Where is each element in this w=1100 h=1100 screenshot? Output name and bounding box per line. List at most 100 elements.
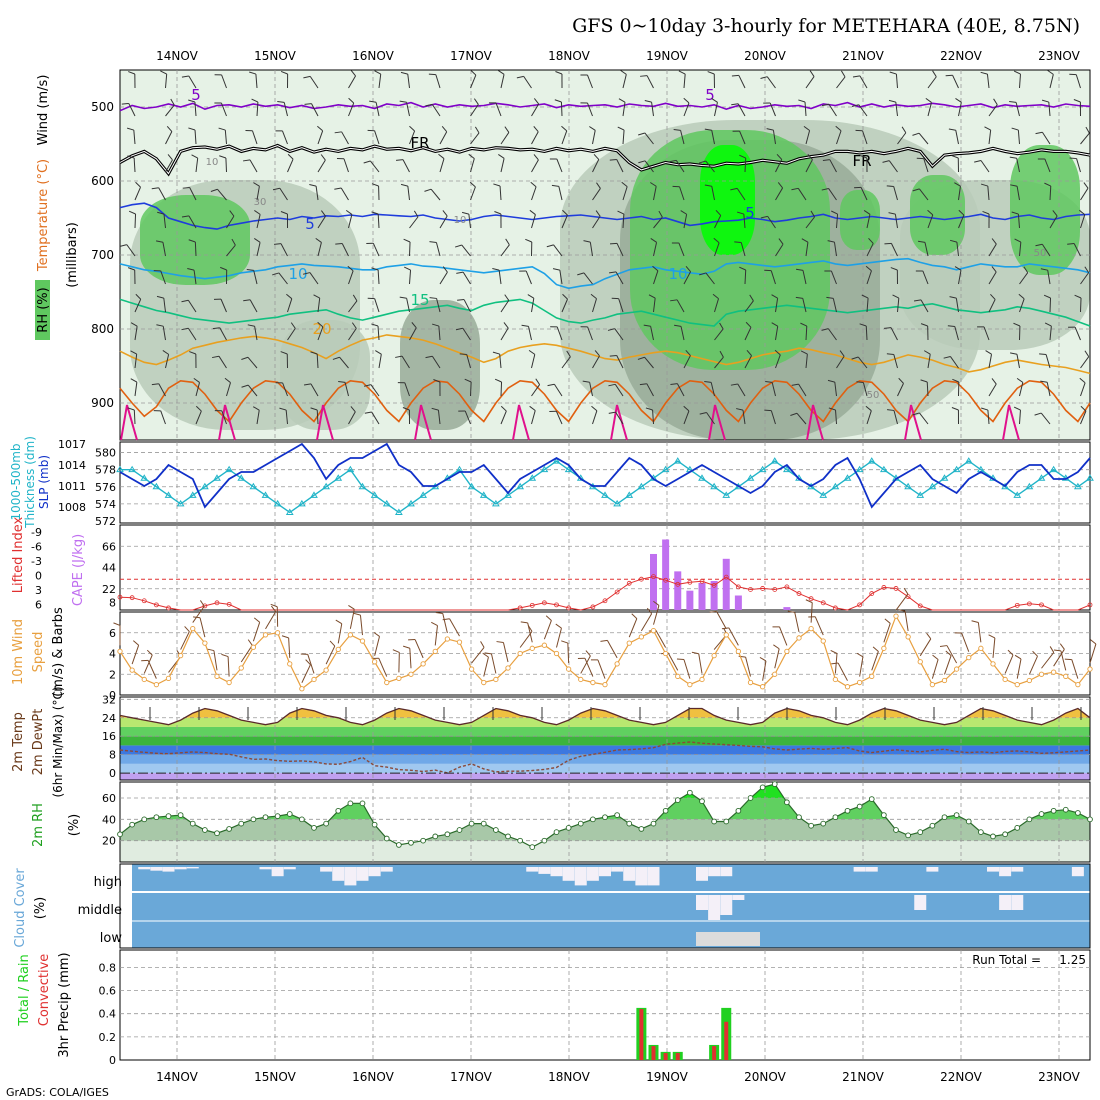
wind-speed-point (881, 645, 887, 651)
wind-barb (278, 272, 288, 285)
wind-barb-flag (438, 153, 445, 159)
wind-barb (409, 216, 419, 229)
wind-barb (225, 157, 227, 173)
rh-legend-swatch (35, 280, 50, 340)
wind-barb-flag (596, 182, 601, 189)
wind-barb-flag (210, 188, 218, 192)
wind-barb (1060, 650, 1067, 671)
precip-convective-bar (724, 1021, 729, 1060)
wind-barb-flag (917, 240, 926, 243)
wind-barb-flag (270, 603, 278, 608)
wind-barb (857, 356, 868, 369)
wind-barb (770, 270, 776, 285)
wind-speed-point (844, 684, 851, 690)
wind-barb (1015, 102, 1020, 117)
wind-barb (567, 643, 570, 664)
wind-barb-flag (884, 242, 892, 245)
wind-barb (344, 382, 349, 397)
wind-barb-flag (583, 240, 591, 243)
wind-barb (987, 186, 990, 201)
wind-speed-point (323, 667, 329, 673)
wind-barb-flag (982, 210, 990, 215)
wind-barb (1044, 158, 1051, 173)
wind-barb (134, 213, 137, 229)
wind-barb-flag (607, 328, 615, 331)
wind-barb (431, 355, 441, 369)
wind-barb-flag (856, 652, 864, 658)
wind-barb-flag (480, 641, 485, 648)
wind-barb (775, 243, 784, 257)
y-tick-label: 60 (102, 792, 116, 805)
wind-barb (584, 657, 594, 677)
wind-speed-point (505, 665, 511, 671)
wind-barb (893, 354, 898, 369)
thickness-point (661, 465, 670, 473)
wind-barb-flag (119, 244, 127, 247)
wind-barb-flag (865, 265, 872, 272)
wind-barb-flag (520, 621, 528, 624)
thickness-point (273, 499, 282, 507)
y-tick-left: 576 (95, 481, 116, 494)
li-tick: 6 (35, 599, 42, 612)
wind-barb-flag (828, 407, 836, 411)
wind-barb-flag (1039, 353, 1047, 356)
wind-barb-flag (254, 210, 261, 215)
wind-barb-flag (707, 71, 715, 75)
rh-point (953, 812, 960, 818)
wind-barb (744, 355, 752, 369)
wind-barb-flag (1010, 352, 1018, 355)
wind-barb (309, 76, 319, 89)
date-label-top: 17NOV (450, 49, 492, 63)
wind-barb (561, 356, 571, 369)
thickness-point (928, 482, 937, 490)
wind-speed-point (687, 681, 693, 688)
wind-barb (1004, 654, 1014, 674)
wind-barb (1045, 354, 1051, 369)
wind-barb (193, 270, 197, 285)
wind-barb-flag (591, 405, 598, 412)
wind-barb-flag (831, 662, 839, 665)
wind-barb (468, 214, 471, 229)
wind-barb-flag (892, 294, 900, 299)
wind-barb-flag (156, 324, 164, 327)
panel-wind-10m: 0 2 4 6 10m Wind Speed (m/s) & Barbs (11, 587, 1097, 702)
wind-barb (770, 410, 776, 425)
li-point (541, 600, 547, 606)
wind-barb-flag (369, 100, 377, 103)
rh-point (990, 833, 996, 840)
wind-barb-flag (882, 160, 890, 163)
wind-barb (1048, 102, 1051, 117)
cape-bar (722, 558, 730, 610)
wind-speed-point (893, 613, 899, 619)
wind-barb (253, 270, 258, 285)
rh-point (335, 807, 342, 814)
wind-barb (370, 384, 380, 397)
wind-barb (348, 75, 356, 89)
cloud-middle-clear (720, 895, 733, 915)
wind-barb (779, 626, 788, 646)
wind-barb-flag (130, 350, 137, 355)
wind-barb-flag (247, 639, 253, 646)
wind-barb-flag (773, 644, 780, 650)
li-tick: -9 (31, 526, 42, 539)
wind-barb (772, 130, 776, 145)
panel-rh-2m: 20 40 60 2m RH (%) (31, 781, 1093, 863)
wind-barb (618, 298, 624, 313)
wind-barb (1016, 658, 1022, 679)
panel-temp-2m: 0 8 16 24 32 2m Temp 2m DewPt (6hr Min/Max) (°C… (11, 686, 1091, 798)
wind-speed-point (371, 659, 378, 665)
wind-barb (805, 76, 815, 89)
wind-barb (162, 326, 166, 341)
wind-barb-flag (851, 356, 859, 360)
thickness-point (770, 457, 779, 464)
thickness-point (128, 465, 137, 473)
wind-barb (653, 605, 660, 625)
wind-barb (651, 102, 654, 117)
wind-barb-flag (798, 99, 806, 103)
wind-barb-flag (721, 627, 729, 630)
date-label-top: 16NOV (352, 49, 394, 63)
wind-barb-flag (698, 160, 706, 164)
wind-barb-flag (350, 70, 356, 77)
wind-barb (199, 617, 206, 638)
